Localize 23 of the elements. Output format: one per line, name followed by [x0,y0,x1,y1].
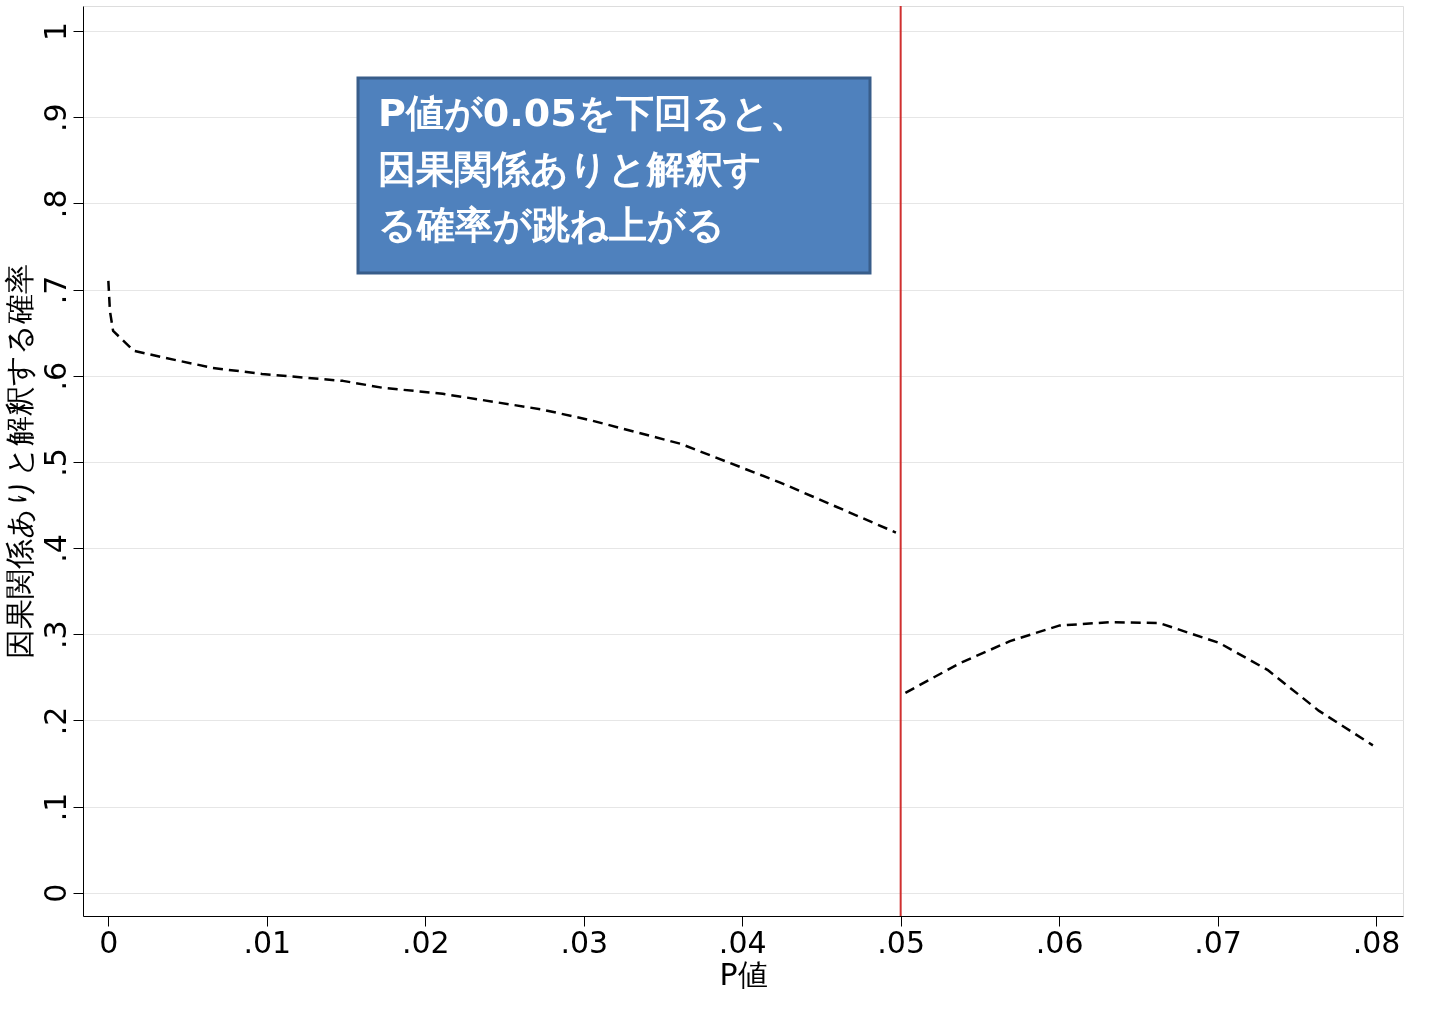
y-tick-label: .2 [37,706,73,736]
y-tick-label: .9 [37,103,73,132]
y-tick-label: .8 [37,189,73,219]
x-tick-label: .06 [1035,924,1084,960]
y-tick-label: 1 [37,21,73,42]
x-tick-label: .01 [243,924,292,960]
x-tick-label: .07 [1194,924,1242,960]
x-tick-label: .02 [401,924,450,960]
y-tick-label: .1 [37,792,73,822]
x-tick-label: .03 [560,924,609,960]
x-tick-label: .05 [877,924,926,960]
line-series [904,620,1375,747]
y-tick-label: .3 [37,620,73,650]
y-tick-label: .4 [37,534,73,563]
y-tick-label: .5 [37,448,73,477]
annotation: P値が0.05を下回ると、因果関係ありと解釈する確率が跳ね上がる [378,91,808,247]
y-axis-title: 因果関係ありと解釈する確率 [1,264,37,659]
line-series [107,279,898,534]
y-tick-label: .6 [37,361,73,391]
x-tick-label: .08 [1352,924,1401,960]
x-tick-label: 0 [99,924,119,960]
y-tick-label: .7 [37,275,73,305]
y-tick-label: 0 [37,883,73,903]
